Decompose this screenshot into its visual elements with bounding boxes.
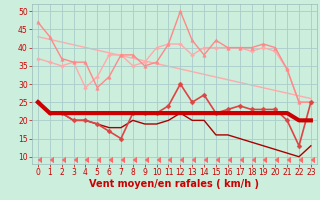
X-axis label: Vent moyen/en rafales ( km/h ): Vent moyen/en rafales ( km/h ) — [89, 179, 260, 189]
